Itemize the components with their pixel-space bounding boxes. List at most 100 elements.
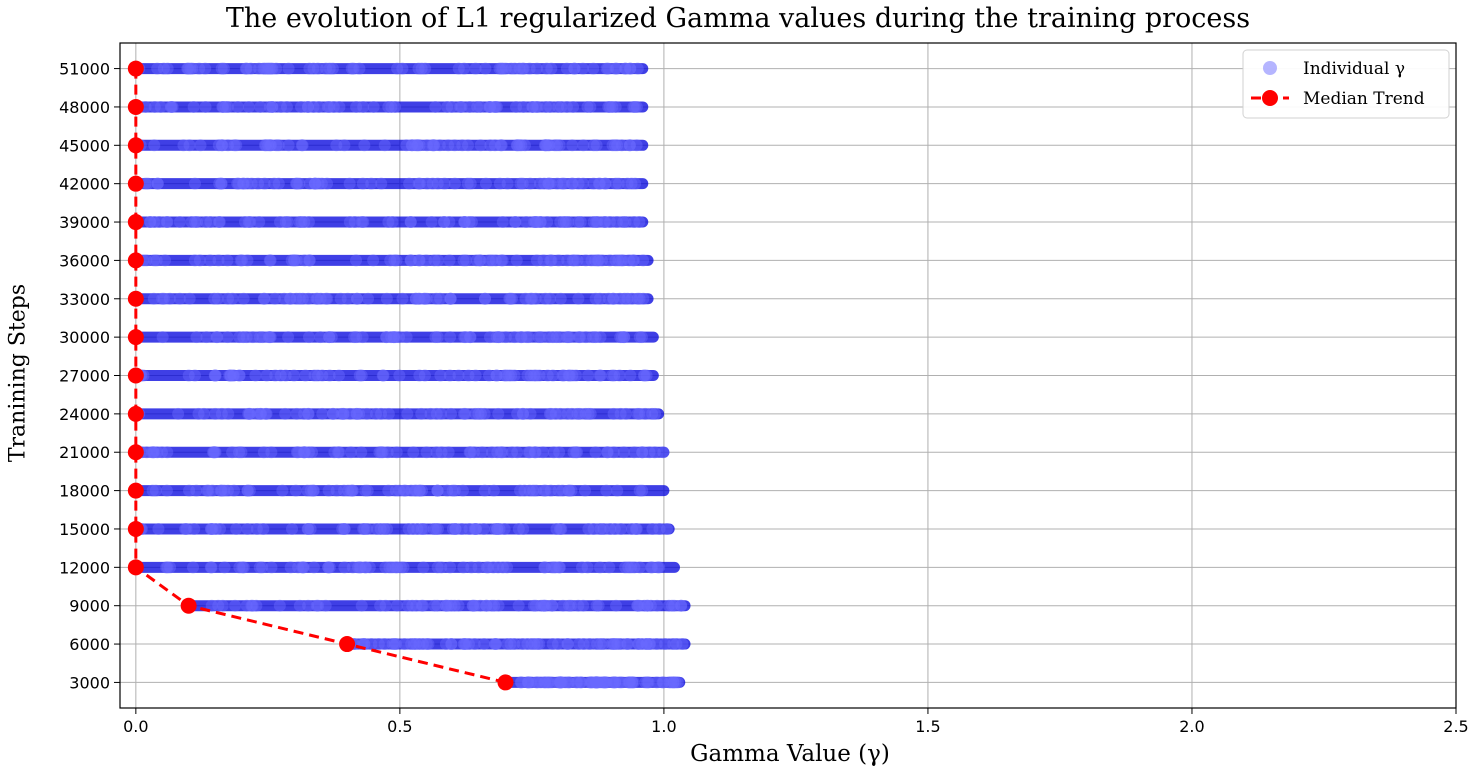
gamma-point — [612, 254, 625, 267]
gamma-point — [596, 254, 609, 267]
gamma-point — [590, 139, 603, 152]
gamma-point — [429, 522, 442, 535]
gamma-point — [321, 177, 334, 190]
gamma-point — [641, 599, 654, 612]
gamma-point — [523, 62, 536, 75]
gamma-point — [587, 177, 600, 190]
gamma-point — [623, 676, 636, 689]
gamma-point — [410, 599, 423, 612]
gamma-point — [379, 599, 392, 612]
gamma-point — [239, 216, 252, 229]
gamma-point — [404, 254, 417, 267]
gamma-point — [529, 446, 542, 459]
gamma-point — [291, 177, 304, 190]
gamma-point — [632, 638, 645, 651]
gamma-point — [600, 676, 613, 689]
gamma-point — [568, 62, 581, 75]
gamma-point — [544, 177, 557, 190]
gamma-point — [442, 446, 455, 459]
gamma-point — [189, 216, 202, 229]
gamma-point — [527, 484, 540, 497]
gamma-point — [278, 292, 291, 305]
gamma-point — [557, 369, 570, 382]
gamma-point — [365, 638, 378, 651]
gamma-point — [515, 331, 528, 344]
gamma-point — [350, 254, 363, 267]
gamma-point — [405, 484, 418, 497]
gamma-point — [606, 369, 619, 382]
gamma-point — [463, 446, 476, 459]
gamma-point — [490, 638, 503, 651]
gamma-point — [390, 446, 403, 459]
gamma-point — [391, 561, 404, 574]
gamma-point — [320, 62, 333, 75]
gamma-point — [563, 676, 576, 689]
gamma-point — [259, 62, 272, 75]
gamma-point — [297, 561, 310, 574]
gamma-point — [448, 139, 461, 152]
gamma-point — [643, 446, 656, 459]
gamma-point — [411, 139, 424, 152]
gamma-point — [624, 369, 637, 382]
gamma-point — [474, 100, 487, 113]
gamma-point — [270, 139, 283, 152]
gamma-point — [254, 407, 267, 420]
gamma-point — [593, 292, 606, 305]
gamma-point — [413, 292, 426, 305]
gamma-point — [545, 62, 558, 75]
gamma-point — [438, 216, 451, 229]
gamma-point — [562, 331, 575, 344]
gamma-point — [587, 522, 600, 535]
gamma-point — [337, 407, 350, 420]
gamma-point — [448, 484, 461, 497]
median-point — [180, 597, 197, 614]
gamma-point — [501, 638, 514, 651]
gamma-point — [307, 484, 320, 497]
gamma-point — [160, 484, 173, 497]
gamma-point — [307, 561, 320, 574]
median-point — [127, 482, 144, 499]
gamma-point — [609, 676, 622, 689]
gamma-point — [495, 254, 508, 267]
gamma-point — [415, 62, 428, 75]
gamma-point — [619, 561, 632, 574]
gamma-point — [549, 407, 562, 420]
gamma-point — [355, 446, 368, 459]
gamma-point — [144, 216, 157, 229]
gamma-point — [478, 484, 491, 497]
gamma-point — [458, 216, 471, 229]
gamma-point — [421, 177, 434, 190]
gamma-point — [357, 100, 370, 113]
gamma-point — [444, 292, 457, 305]
gamma-point — [258, 177, 271, 190]
gamma-point — [675, 599, 688, 612]
gamma-point — [206, 522, 219, 535]
gamma-point — [446, 484, 459, 497]
gamma-point — [607, 638, 620, 651]
gamma-point — [611, 139, 624, 152]
gamma-point — [474, 139, 487, 152]
gamma-point — [653, 561, 666, 574]
gamma-point — [159, 254, 172, 267]
gamma-point — [164, 100, 177, 113]
gamma-point — [375, 177, 388, 190]
gamma-point — [545, 407, 558, 420]
gamma-point — [438, 177, 451, 190]
gamma-point — [650, 676, 663, 689]
gamma-point — [378, 139, 391, 152]
gamma-point — [215, 139, 228, 152]
gamma-point — [510, 139, 523, 152]
gamma-point — [468, 599, 481, 612]
gamma-point — [213, 216, 226, 229]
y-tick-label: 48000 — [59, 98, 110, 117]
gamma-point — [215, 407, 228, 420]
gamma-point — [635, 331, 648, 344]
gamma-point — [667, 676, 680, 689]
gamma-point — [577, 599, 590, 612]
gamma-point — [265, 446, 278, 459]
gamma-point — [298, 216, 311, 229]
gamma-point — [667, 676, 680, 689]
gamma-point — [653, 522, 666, 535]
legend-marker-individual — [1263, 61, 1277, 75]
gamma-point — [542, 139, 555, 152]
